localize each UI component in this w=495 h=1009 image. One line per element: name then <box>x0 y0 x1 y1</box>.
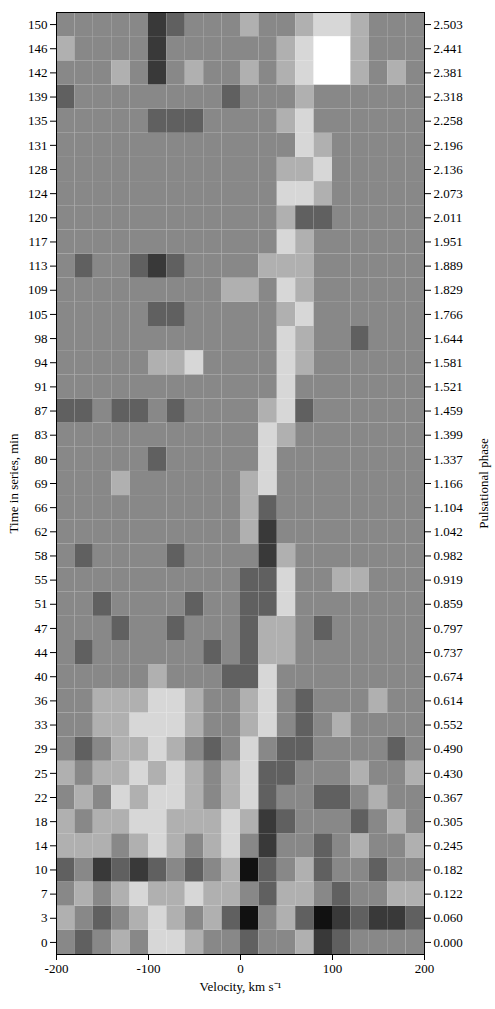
svg-text:0.122: 0.122 <box>434 886 463 901</box>
svg-text:62: 62 <box>35 524 48 539</box>
svg-text:-200: -200 <box>45 961 69 976</box>
svg-text:80: 80 <box>35 452 48 467</box>
svg-text:120: 120 <box>28 210 48 225</box>
svg-text:139: 139 <box>28 89 48 104</box>
svg-text:200: 200 <box>415 961 435 976</box>
svg-text:1.766: 1.766 <box>434 307 464 322</box>
svg-text:0.982: 0.982 <box>434 548 463 563</box>
svg-text:0.674: 0.674 <box>434 669 464 684</box>
svg-text:94: 94 <box>35 355 49 370</box>
svg-text:0.430: 0.430 <box>434 766 463 781</box>
svg-text:2.318: 2.318 <box>434 89 463 104</box>
svg-text:1.889: 1.889 <box>434 258 463 273</box>
svg-text:2.258: 2.258 <box>434 113 463 128</box>
svg-text:0.737: 0.737 <box>434 645 464 660</box>
svg-text:142: 142 <box>28 65 48 80</box>
svg-text:Velocity, km s⁻¹: Velocity, km s⁻¹ <box>200 979 282 994</box>
svg-text:150: 150 <box>28 17 48 32</box>
svg-text:7: 7 <box>41 886 48 901</box>
svg-text:10: 10 <box>35 862 48 877</box>
svg-text:0.919: 0.919 <box>434 572 463 587</box>
svg-text:14: 14 <box>35 838 49 853</box>
svg-text:47: 47 <box>35 621 49 636</box>
svg-text:1.337: 1.337 <box>434 452 464 467</box>
svg-text:128: 128 <box>28 162 48 177</box>
svg-text:87: 87 <box>35 403 49 418</box>
svg-text:0.182: 0.182 <box>434 862 463 877</box>
svg-text:1.459: 1.459 <box>434 403 463 418</box>
svg-text:Pulsational phase: Pulsational phase <box>476 438 491 529</box>
svg-text:2.073: 2.073 <box>434 186 463 201</box>
svg-text:1.644: 1.644 <box>434 331 464 346</box>
svg-text:0: 0 <box>237 961 244 976</box>
svg-text:58: 58 <box>35 548 48 563</box>
svg-text:0.000: 0.000 <box>434 935 463 950</box>
svg-text:124: 124 <box>28 186 48 201</box>
svg-text:2.441: 2.441 <box>434 41 463 56</box>
svg-text:1.104: 1.104 <box>434 500 464 515</box>
svg-text:146: 146 <box>28 41 48 56</box>
svg-text:83: 83 <box>35 427 48 442</box>
svg-text:-100: -100 <box>137 961 161 976</box>
svg-text:0.367: 0.367 <box>434 790 464 805</box>
svg-text:36: 36 <box>35 693 49 708</box>
svg-text:98: 98 <box>35 331 48 346</box>
svg-text:55: 55 <box>35 572 48 587</box>
svg-text:22: 22 <box>35 790 48 805</box>
svg-text:2.381: 2.381 <box>434 65 463 80</box>
svg-text:0.614: 0.614 <box>434 693 464 708</box>
svg-text:0.060: 0.060 <box>434 910 463 925</box>
svg-text:91: 91 <box>35 379 48 394</box>
svg-text:1.951: 1.951 <box>434 234 463 249</box>
svg-text:0.797: 0.797 <box>434 621 464 636</box>
svg-text:1.166: 1.166 <box>434 476 464 491</box>
svg-text:3: 3 <box>41 910 48 925</box>
svg-text:51: 51 <box>35 596 48 611</box>
svg-text:Time in series, min: Time in series, min <box>6 433 21 533</box>
svg-text:105: 105 <box>28 307 48 322</box>
svg-text:0.490: 0.490 <box>434 741 463 756</box>
svg-text:2.011: 2.011 <box>434 210 463 225</box>
svg-text:33: 33 <box>35 717 48 732</box>
svg-text:18: 18 <box>35 814 48 829</box>
svg-text:2.136: 2.136 <box>434 162 464 177</box>
svg-text:69: 69 <box>35 476 48 491</box>
svg-text:66: 66 <box>35 500 49 515</box>
svg-text:131: 131 <box>28 138 48 153</box>
svg-text:117: 117 <box>28 234 48 249</box>
svg-text:1.581: 1.581 <box>434 355 463 370</box>
svg-text:0: 0 <box>41 935 48 950</box>
svg-text:109: 109 <box>28 282 48 297</box>
svg-text:1.399: 1.399 <box>434 427 463 442</box>
svg-text:0.552: 0.552 <box>434 717 463 732</box>
svg-text:25: 25 <box>35 766 48 781</box>
svg-text:1.521: 1.521 <box>434 379 463 394</box>
svg-text:44: 44 <box>35 645 49 660</box>
svg-text:100: 100 <box>323 961 343 976</box>
svg-text:1.829: 1.829 <box>434 282 463 297</box>
svg-text:135: 135 <box>28 113 48 128</box>
svg-text:2.503: 2.503 <box>434 17 463 32</box>
svg-text:113: 113 <box>28 258 47 273</box>
svg-text:0.245: 0.245 <box>434 838 463 853</box>
svg-text:1.042: 1.042 <box>434 524 463 539</box>
svg-text:29: 29 <box>35 741 48 756</box>
svg-text:2.196: 2.196 <box>434 138 464 153</box>
svg-text:0.859: 0.859 <box>434 596 463 611</box>
svg-text:40: 40 <box>35 669 48 684</box>
svg-text:0.305: 0.305 <box>434 814 463 829</box>
